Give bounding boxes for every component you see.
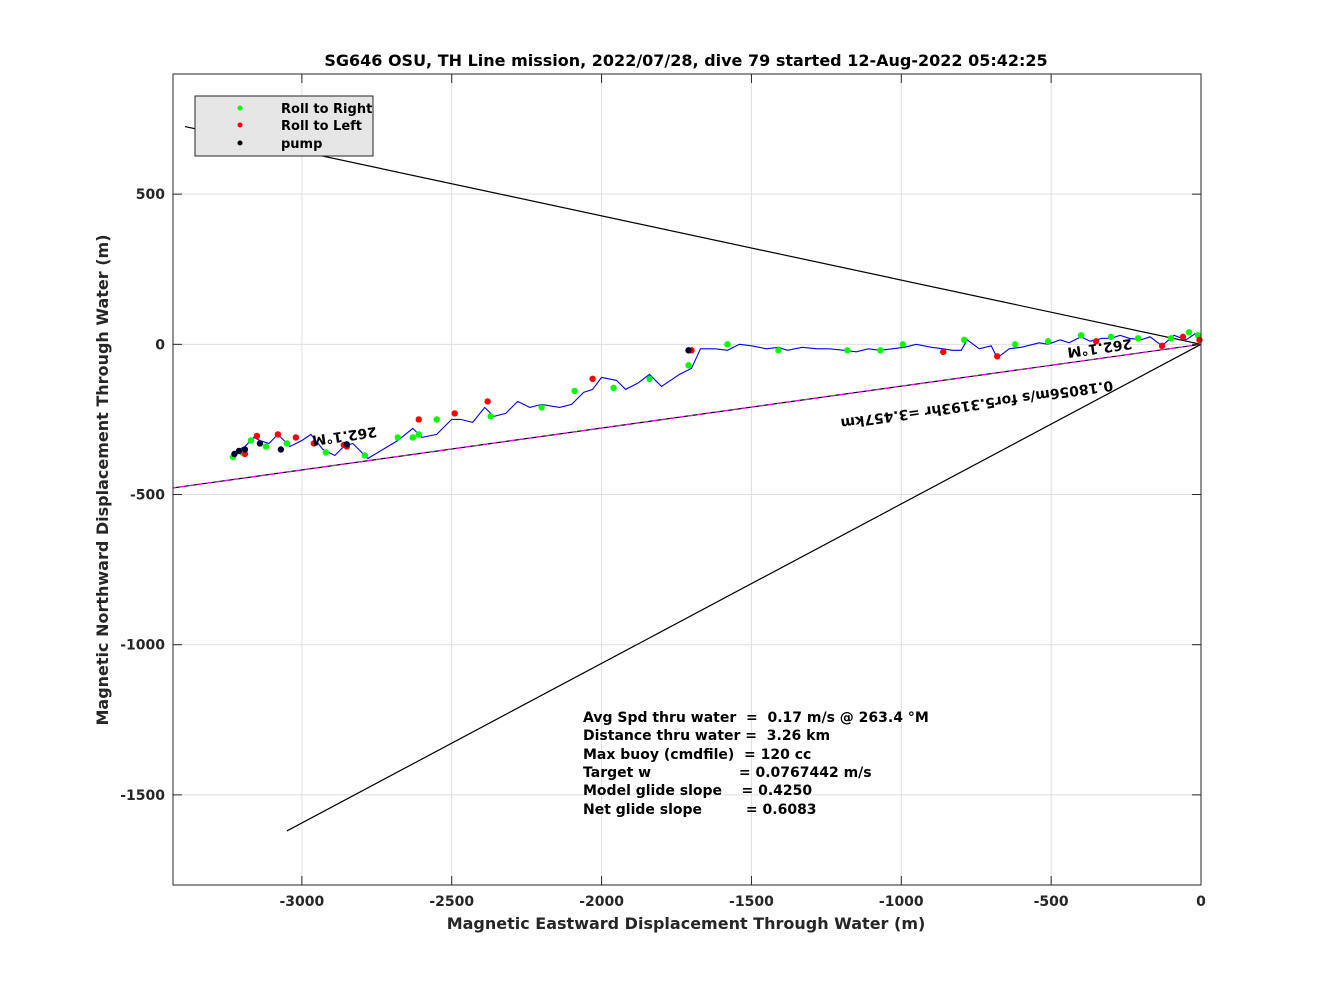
x-tick-label: 0 <box>1196 894 1206 910</box>
x-tick-labels: -3000 -2500 -2000 -1500 -1000 -500 0 <box>279 894 1206 910</box>
legend-label-pump: pump <box>281 137 322 152</box>
roll-right-point <box>283 440 291 447</box>
roll-right-point <box>433 416 440 423</box>
legend-marker-roll-right <box>237 105 243 111</box>
legend-box <box>194 95 374 157</box>
roll-left-point <box>1092 338 1100 345</box>
roll-right-point <box>1185 329 1193 336</box>
y-tick-labels: 500 0 -500 -1000 -1500 <box>120 187 165 804</box>
roll-right-point <box>646 375 653 383</box>
stats-line: Model glide slope = 0.4250 <box>583 783 812 799</box>
x-tick-label: -2500 <box>429 894 474 910</box>
legend-marker-roll-left <box>237 122 243 128</box>
plot-frame <box>172 73 1202 886</box>
roll-left-point <box>1179 333 1187 341</box>
roll-right-point <box>415 431 422 438</box>
roll-right-point <box>685 362 692 369</box>
reference-line <box>286 343 1202 832</box>
x-tick-label: -1500 <box>729 894 774 910</box>
roll-right-point <box>487 413 494 420</box>
grid <box>173 74 1202 885</box>
x-tick-label: -2000 <box>579 894 624 910</box>
y-tick-label: -1500 <box>120 788 165 804</box>
roll-left-point <box>484 398 491 405</box>
reference-line <box>184 125 1202 345</box>
heading-line-dashed <box>172 343 1202 489</box>
pump-point <box>235 447 243 455</box>
stats-line: Max buoy (cmdfile) = 120 cc <box>583 747 811 763</box>
roll-left-point <box>1196 336 1203 344</box>
roll-right-point <box>724 341 731 348</box>
roll-right-point <box>394 434 401 441</box>
roll-left-point <box>415 416 422 423</box>
chart-title: SG646 OSU, TH Line mission, 2022/07/28, … <box>324 51 1047 70</box>
legend: Roll to Right Roll to Left pump <box>194 95 374 157</box>
roll-right-point <box>899 341 906 348</box>
stats-line: Net glide slope = 0.6083 <box>583 802 817 818</box>
roll-right-point <box>262 443 270 450</box>
pump-point <box>343 441 351 448</box>
pump-point <box>256 440 264 447</box>
roll-right-point <box>844 347 851 354</box>
roll-right-point <box>322 449 330 456</box>
pump-point <box>231 450 238 458</box>
x-tick-label: -500 <box>1034 894 1069 910</box>
roll-right-point <box>775 347 782 354</box>
roll-right-point <box>361 452 369 459</box>
stats-block: Avg Spd thru water = 0.17 m/s @ 263.4 °M… <box>583 710 929 818</box>
y-axis-title: Magnetic Northward Displacement Through … <box>93 234 112 725</box>
roll-right-point <box>571 387 578 395</box>
roll-left-point <box>451 410 458 417</box>
reference-lines <box>172 125 1202 832</box>
plot-area <box>173 74 1201 885</box>
roll-left-point <box>241 450 249 458</box>
roll-left-point <box>310 440 318 447</box>
legend-label-roll-left: Roll to Left <box>281 119 362 134</box>
roll-right-point <box>961 336 968 344</box>
y-tick-label: 0 <box>155 337 165 353</box>
legend-label-roll-right: Roll to Right <box>281 102 372 117</box>
roll-right-point <box>247 437 255 444</box>
x-axis-title: Magnetic Eastward Displacement Through W… <box>447 914 926 933</box>
x-tick-label: -1000 <box>879 894 924 910</box>
roll-right-point <box>1134 335 1142 342</box>
stats-line: Distance thru water = 3.26 km <box>583 728 830 744</box>
x-tick-label: -3000 <box>279 894 324 910</box>
roll-left-point <box>993 353 1001 360</box>
y-tick-label: 500 <box>136 187 165 203</box>
y-tick-label: -1000 <box>120 638 165 654</box>
stats-line: Avg Spd thru water = 0.17 m/s @ 263.4 °M <box>583 710 929 726</box>
roll-right-point <box>610 384 617 392</box>
pump-point <box>685 347 692 354</box>
markers <box>229 329 1203 461</box>
pump-point <box>241 446 249 453</box>
legend-marker-pump <box>237 140 243 146</box>
roll-left-point <box>253 432 261 440</box>
roll-left-point <box>589 375 596 383</box>
roll-right-point <box>1077 332 1085 339</box>
track <box>232 333 1202 460</box>
roll-right-point <box>877 347 884 354</box>
y-tick-label: -500 <box>130 488 165 504</box>
roll-right-point <box>409 434 416 441</box>
roll-left-point <box>274 431 282 438</box>
track-line <box>232 333 1202 460</box>
roll-right-point <box>1044 338 1052 345</box>
roll-left-point <box>1158 342 1166 350</box>
roll-left-point <box>292 434 300 441</box>
roll-right-point <box>1107 333 1115 341</box>
pump-point <box>277 446 285 453</box>
roll-right-point <box>538 404 545 411</box>
roll-right-point <box>1011 341 1019 348</box>
ticks <box>173 74 1202 885</box>
stats-line: Target w = 0.0767442 m/s <box>583 765 872 781</box>
roll-right-point <box>1167 335 1175 342</box>
roll-left-point <box>940 348 947 356</box>
